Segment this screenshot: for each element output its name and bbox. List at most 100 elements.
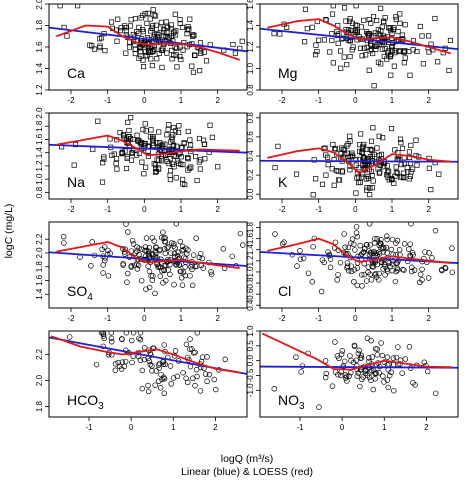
data-point (380, 18, 387, 24)
x-tick-label: -2 (278, 205, 286, 214)
data-point (377, 169, 383, 175)
panel-hco3: -1 0 1 2 1.8 2.0 2.2 HCO3 (35, 330, 248, 432)
data-point (389, 43, 395, 50)
data-point (393, 14, 399, 20)
x-tick-label: -2 (278, 96, 286, 105)
data-point (449, 269, 456, 276)
data-point (389, 176, 395, 182)
data-point (134, 244, 140, 250)
data-point (367, 48, 373, 54)
data-point (342, 358, 348, 365)
loess-fit-line (56, 134, 240, 157)
data-point (372, 30, 378, 36)
data-point (139, 385, 145, 392)
ion-label: K (278, 174, 288, 190)
data-point (162, 361, 168, 368)
data-point (174, 64, 180, 70)
data-point (194, 331, 201, 336)
data-point (158, 234, 165, 241)
y-tick-label: 0.8 (246, 277, 255, 289)
data-point (154, 30, 160, 36)
data-point (99, 246, 105, 253)
data-point (159, 64, 165, 70)
data-point (275, 143, 281, 149)
y-tick-label: 0.4 (246, 299, 255, 311)
x-axis-title: logQ (m³/s) (221, 453, 274, 465)
data-point (183, 341, 190, 348)
x-tick-label: 1 (179, 205, 184, 214)
data-point (387, 53, 393, 59)
data-point (153, 22, 159, 28)
data-point (99, 179, 106, 185)
data-point (143, 164, 149, 170)
data-point (161, 27, 167, 33)
y-axis-title: logC (mg/L) (3, 204, 15, 259)
data-point (239, 38, 245, 44)
data-point (333, 168, 339, 174)
data-point (302, 39, 308, 45)
data-point (171, 52, 177, 59)
data-point (140, 64, 147, 70)
ion-label: Mg (278, 65, 297, 81)
data-point (395, 344, 401, 350)
data-point (323, 152, 329, 158)
data-point (136, 55, 142, 62)
data-point (379, 24, 385, 30)
data-point (380, 249, 387, 255)
data-point (401, 48, 407, 54)
y-tick-label: 2.2 (35, 233, 44, 245)
data-point (124, 279, 130, 285)
data-point (410, 166, 416, 172)
data-point (71, 162, 77, 168)
data-point (388, 126, 395, 132)
data-point (206, 371, 213, 378)
data-point (140, 127, 146, 133)
data-point (358, 24, 364, 30)
x-tick-label: -1 (315, 314, 323, 323)
data-point (411, 267, 418, 273)
data-point (316, 404, 322, 410)
data-point (100, 331, 107, 337)
data-point (372, 236, 378, 242)
y-tick-label: 1.4 (35, 62, 44, 74)
data-point (148, 56, 154, 62)
data-point (95, 118, 101, 124)
panel-cl: -2 -1 0 1 2 0.40.60.81.01.21.41.61.8 Cl (246, 221, 459, 323)
data-point (381, 53, 387, 59)
data-point (393, 39, 399, 45)
y-tick-label: 0.0 (246, 188, 255, 200)
data-point (384, 377, 391, 383)
data-point (374, 18, 380, 24)
data-point (302, 6, 309, 12)
data-point (162, 235, 168, 241)
y-tick-label: 1.4 (246, 244, 255, 256)
data-point (157, 140, 163, 146)
data-point (149, 368, 155, 374)
data-point (391, 24, 397, 31)
data-point (356, 347, 362, 354)
data-point (130, 136, 136, 143)
data-point (177, 238, 184, 245)
data-point (165, 244, 171, 250)
data-point (339, 168, 345, 174)
data-point (114, 166, 120, 172)
data-point (422, 249, 428, 255)
data-point (192, 263, 198, 270)
data-point (341, 54, 347, 60)
data-point (384, 354, 391, 360)
data-point (429, 255, 435, 261)
data-point (338, 65, 344, 71)
data-point (122, 23, 128, 29)
data-point (201, 49, 207, 55)
y-tick-label: 0.8 (246, 84, 255, 96)
data-point (129, 150, 135, 156)
data-point (215, 164, 221, 170)
fit-caption: Linear (blue) & LOESS (red) (181, 466, 313, 478)
data-point (347, 167, 353, 173)
data-point (353, 224, 360, 230)
data-point (364, 185, 370, 191)
data-point (399, 145, 406, 151)
data-point (180, 269, 187, 275)
data-point (359, 251, 365, 257)
data-point (152, 382, 158, 388)
